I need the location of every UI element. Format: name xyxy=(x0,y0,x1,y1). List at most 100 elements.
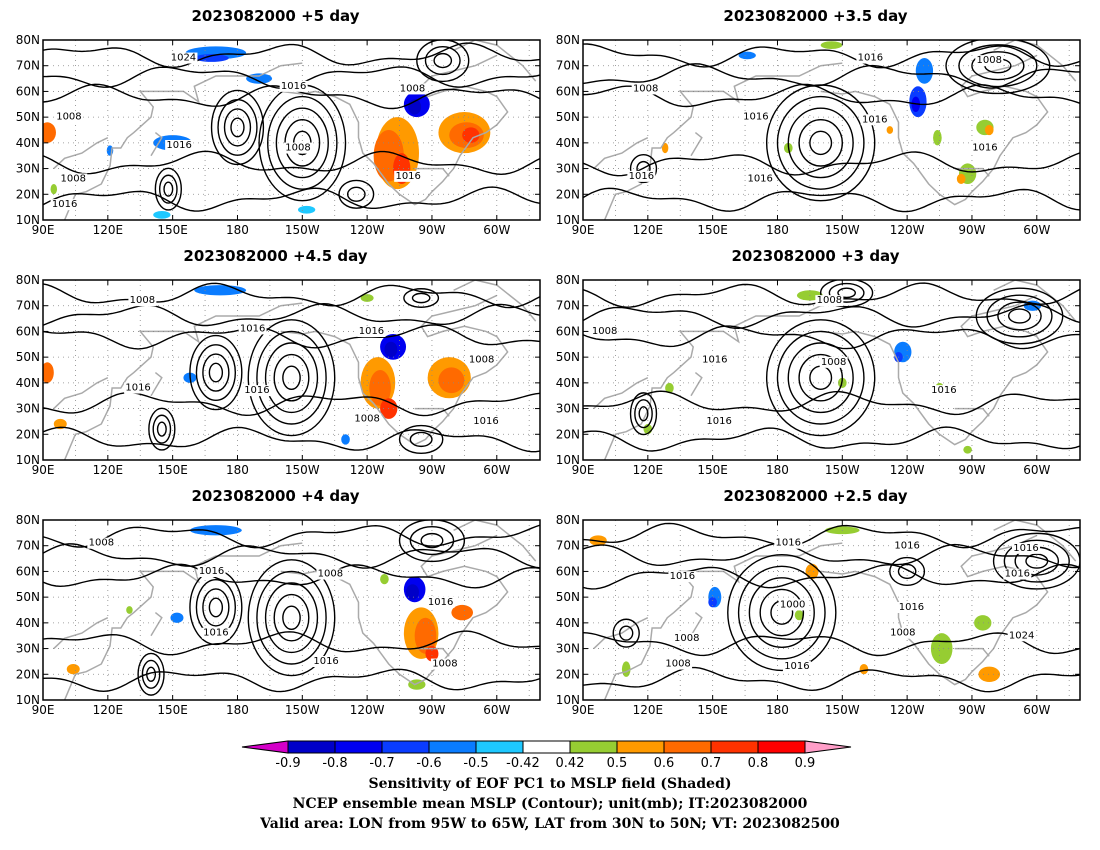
panel-frame xyxy=(582,519,1081,701)
contour-label-bg xyxy=(353,413,382,425)
isobar-ring xyxy=(765,84,876,202)
isobar-ring xyxy=(163,181,174,197)
contour-label: 1008 xyxy=(89,538,114,549)
colorbar-label: -0.8 xyxy=(322,756,347,771)
colorbar-arrow-right xyxy=(804,740,852,754)
y-tick-label: 20N xyxy=(16,187,40,201)
contour-label: 1008 xyxy=(890,628,915,639)
contour-label-bg xyxy=(357,326,386,337)
shade-blob xyxy=(425,646,439,662)
isobar xyxy=(583,187,1080,213)
contour-label: 1016 xyxy=(199,566,224,577)
x-tick-label: 90E xyxy=(32,463,55,477)
isobar-ring xyxy=(1003,539,1070,583)
isobar-ring xyxy=(208,362,224,383)
y-tick-label: 60N xyxy=(556,324,580,338)
contour-label: 1016 xyxy=(972,143,997,154)
isobar-ring xyxy=(424,45,461,76)
contour-label: 1008 xyxy=(977,55,1002,66)
isobar-ring xyxy=(275,107,329,179)
colorbar-segment xyxy=(522,740,571,754)
isobar xyxy=(583,43,1080,69)
coastline xyxy=(603,542,843,700)
isobar-ring xyxy=(152,414,172,444)
colorbar-label: 0.5 xyxy=(607,756,628,771)
contour-label-bg xyxy=(1011,542,1040,554)
contour-label-bg xyxy=(627,170,656,182)
coastline xyxy=(150,612,163,637)
y-tick-label: 30N xyxy=(16,642,40,656)
contour-label-bg xyxy=(782,661,811,673)
shade-blob xyxy=(915,57,934,84)
x-tick-label: 150W xyxy=(825,463,860,477)
y-tick-label: 80N xyxy=(556,33,580,47)
coastline xyxy=(593,137,649,170)
isobar xyxy=(583,632,1080,657)
y-tick-label: 30N xyxy=(556,642,580,656)
x-tick-label: 90W xyxy=(958,463,985,477)
contour-label-bg xyxy=(929,385,958,397)
contour-label: 1016 xyxy=(629,171,654,182)
x-tick-label: 180 xyxy=(226,703,249,717)
isobar-ring xyxy=(267,95,338,190)
colorbar-arrow-left xyxy=(241,740,289,754)
panels: 1016 1016 1016 1016 1008 1024 1008 1008 1008 2023… xyxy=(16,7,1081,717)
shade-blob xyxy=(53,418,67,430)
contour-label: 1016 xyxy=(784,661,809,672)
x-tick-label: 120W xyxy=(890,703,925,717)
panel-title: 2023082000 +4 day xyxy=(192,487,360,505)
y-tick-label: 60N xyxy=(16,84,40,98)
contour-label: 1016 xyxy=(203,628,228,639)
x-tick-label: 90E xyxy=(32,223,55,237)
x-tick-label: 150E xyxy=(697,463,728,477)
y-tick-label: 50N xyxy=(16,110,40,124)
coastline xyxy=(593,377,649,410)
contour-label-bg xyxy=(467,354,496,366)
isobar-ring xyxy=(137,652,165,696)
coastline xyxy=(53,137,109,170)
panel-2: 1016 1016 1016 1016 1008 1016 1016 1008 20230820… xyxy=(556,7,1081,237)
contour-label-bg xyxy=(700,354,729,366)
isobar-ring xyxy=(798,353,844,402)
contour-label-bg xyxy=(279,80,308,92)
coastline xyxy=(150,132,163,157)
shade-blob xyxy=(153,211,171,219)
isobar-ring xyxy=(154,167,182,211)
panel-3: 1016 1016 1008 1008 1008 1016 1016 1016 20230820… xyxy=(16,247,541,477)
contour-label-bg xyxy=(316,568,345,580)
plot-area xyxy=(583,520,1080,700)
isobar xyxy=(583,666,1080,693)
contour-label: 1008 xyxy=(56,112,81,123)
x-tick-label: 120W xyxy=(350,223,385,237)
x-tick-label: 60W xyxy=(483,703,510,717)
coastline xyxy=(690,612,703,637)
shade-blob xyxy=(66,664,80,675)
isobar-ring xyxy=(748,577,815,648)
y-tick-label: 60N xyxy=(556,564,580,578)
isobar-ring xyxy=(223,108,252,147)
y-tick-label: 80N xyxy=(16,513,40,527)
x-tick-label: 150W xyxy=(825,703,860,717)
y-tick-label: 40N xyxy=(16,376,40,390)
coastline xyxy=(414,167,450,177)
shade-blob xyxy=(930,633,953,664)
shade-blob xyxy=(820,41,843,49)
contour-label-bg xyxy=(169,52,198,64)
x-tick-label: 150W xyxy=(285,703,320,717)
colorbar-label: -0.42 xyxy=(506,756,540,771)
colorbar-segment xyxy=(757,740,806,754)
contour-label-bg xyxy=(471,416,500,427)
isobar xyxy=(43,630,540,656)
contour-label: 1016 xyxy=(743,112,768,123)
isobar-ring xyxy=(282,365,301,390)
contour-label-bg xyxy=(897,602,926,613)
x-tick-label: 60W xyxy=(1023,703,1050,717)
panel-5: 1016 1016 1016 1008 1016 1008 1008 2023082000 +… xyxy=(16,487,541,717)
shade-blob xyxy=(963,445,972,454)
y-tick-label: 80N xyxy=(556,513,580,527)
isobar xyxy=(583,303,1080,330)
coastline xyxy=(53,377,109,410)
contour-label-bg xyxy=(860,114,889,126)
contour-label: 1016 xyxy=(894,540,919,551)
contour-label: 1016 xyxy=(706,416,731,427)
